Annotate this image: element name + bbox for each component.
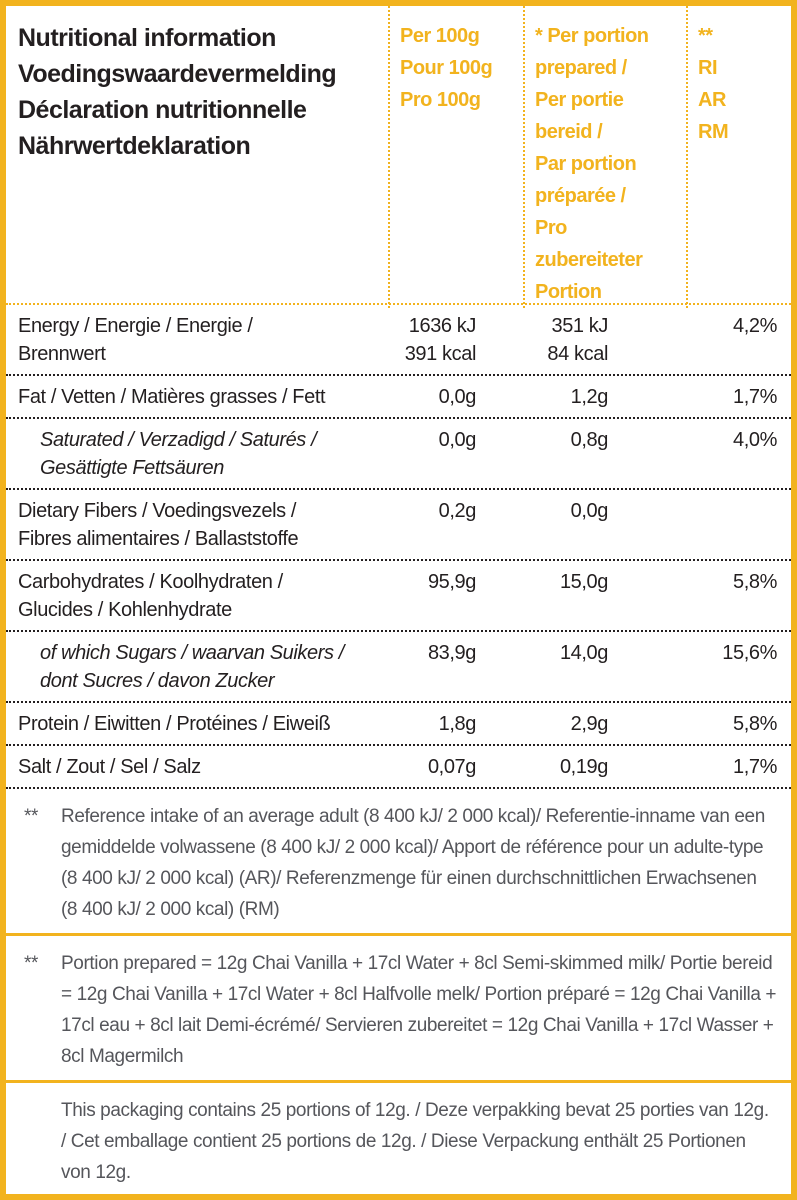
table-row: Dietary Fibers / Voedingsvezels / Fibres… (6, 488, 791, 559)
value-reference-intake: 4,0% (733, 429, 777, 451)
table-row: Salt / Zout / Sel / Salz 0,07g 0,19g 1,7% (6, 744, 791, 787)
value-per-portion: 2,9g (570, 713, 609, 735)
nutrition-table-body: Energy / Energie / Energie / Brennwert 16… (6, 305, 791, 789)
footnote-marker: ** (24, 953, 38, 974)
value-per-100g: 95,9g (427, 571, 476, 593)
value-per-portion: 0,19g (559, 756, 608, 778)
divider (6, 1080, 791, 1083)
value-per-portion: 14,0g (559, 642, 608, 664)
value-reference-intake: 1,7% (733, 386, 777, 408)
value-per-100g: 0,2g (438, 500, 477, 522)
column-header-reference-intake: ** RI AR RM (686, 6, 791, 308)
column-header-per-100g: Per 100g Pour 100g Pro 100g (388, 6, 523, 308)
footnote-marker (24, 1095, 61, 1188)
footnote-text: Reference intake of an average adult (8 … (61, 806, 765, 920)
value-reference-intake: 4,2% (733, 315, 777, 337)
value-per-portion: 0,8g (570, 429, 609, 451)
table-row: Saturated / Verzadigd / Saturés / Gesätt… (6, 417, 791, 488)
table-row: Energy / Energie / Energie / Brennwert 16… (6, 305, 791, 374)
table-row: Protein / Eiwitten / Protéines / Eiweiß 1… (6, 701, 791, 744)
value-reference-intake: 5,8% (733, 571, 777, 593)
page-title: Nutritional information Voedingswaardeve… (18, 24, 337, 160)
footnote-text: Portion prepared = 12g Chai Vanilla + 17… (61, 953, 777, 1067)
table-row: Fat / Vetten / Matières grasses / Fett 0,… (6, 374, 791, 417)
value-per-100g: 83,9g (427, 642, 476, 664)
column-header-per-portion: * Per portion prepared / Per portie bere… (523, 6, 686, 308)
value-reference-intake (620, 490, 791, 503)
value-per-100g: 0,0g (438, 429, 477, 451)
value-reference-intake: 15,6% (722, 642, 777, 664)
value-reference-intake: 1,7% (733, 756, 777, 778)
value-reference-intake: 5,8% (733, 713, 777, 735)
divider (6, 933, 791, 936)
footnote-reference-intake: ** Reference intake of an average adult … (6, 789, 791, 933)
nutrient-label: Fat / Vetten / Matières grasses / Fett (18, 386, 326, 408)
nutrient-label: Protein / Eiwitten / Protéines / Eiweiß (18, 713, 331, 735)
value-per-portion: 351 kJ 84 kcal (547, 315, 608, 365)
footnote-text: This packaging contains 25 portions of 1… (61, 1100, 769, 1183)
footnote-portion-prepared: ** Portion prepared = 12g Chai Vanilla +… (6, 936, 791, 1080)
value-per-portion: 0,0g (570, 500, 609, 522)
footnote-marker: ** (24, 806, 38, 827)
table-header: Nutritional information Voedingswaardeve… (6, 6, 791, 308)
nutrient-label: Dietary Fibers / Voedingsvezels / Fibres… (18, 500, 299, 550)
footnote-packaging-portions: This packaging contains 25 portions of 1… (6, 1083, 791, 1194)
value-per-100g: 0,07g (427, 756, 476, 778)
value-per-portion: 15,0g (559, 571, 608, 593)
nutrient-label: of which Sugars / waarvan Suikers / dont… (40, 642, 344, 692)
value-per-portion: 1,2g (570, 386, 609, 408)
table-row: of which Sugars / waarvan Suikers / dont… (6, 630, 791, 701)
value-per-100g: 1,8g (438, 713, 477, 735)
nutrient-label: Carbohydrates / Koolhydraten / Glucides … (18, 571, 283, 621)
nutrient-label: Saturated / Verzadigd / Saturés / Gesätt… (40, 429, 317, 479)
value-per-100g: 1636 kJ 391 kcal (404, 315, 477, 365)
value-per-100g: 0,0g (438, 386, 477, 408)
nutrient-label: Salt / Zout / Sel / Salz (18, 756, 201, 778)
table-row: Carbohydrates / Koolhydraten / Glucides … (6, 559, 791, 630)
nutrient-label: Energy / Energie / Energie / Brennwert (18, 315, 253, 365)
